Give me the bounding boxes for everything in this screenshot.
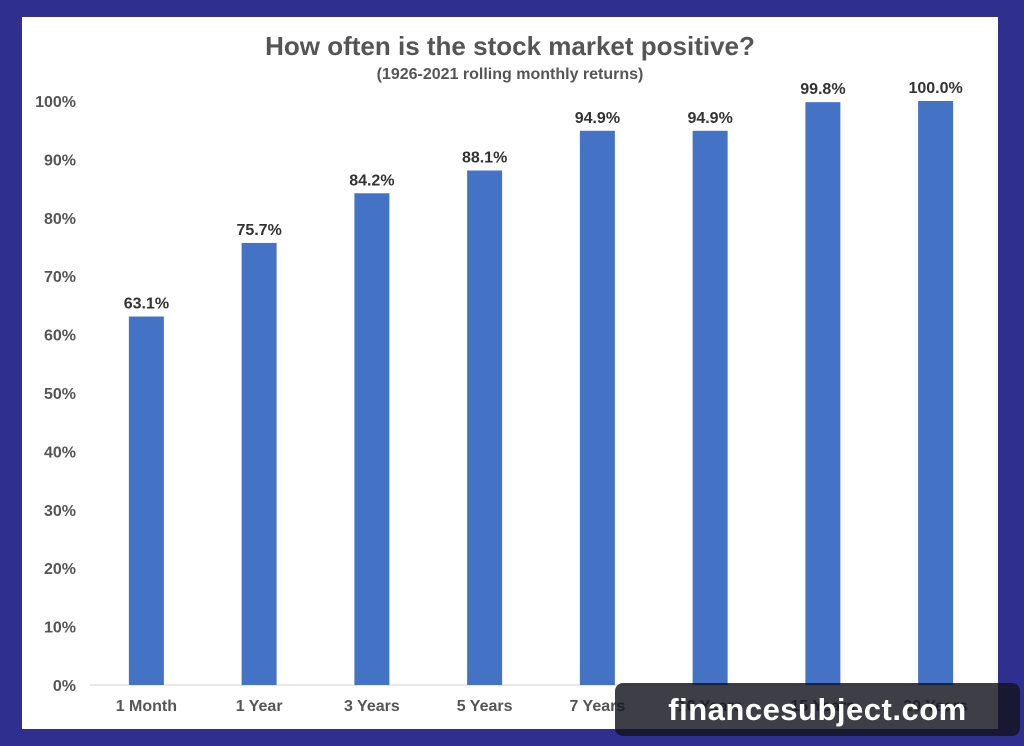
x-tick-label: 7 Years <box>569 698 625 715</box>
watermark-banner: financesubject.com <box>615 683 1020 736</box>
bars-group <box>128 101 954 686</box>
data-label: 99.8% <box>800 81 845 98</box>
y-tick-label: 30% <box>44 503 76 520</box>
data-label: 94.9% <box>687 110 732 127</box>
bar <box>918 101 954 685</box>
data-label: 75.7% <box>236 222 281 239</box>
data-label: 88.1% <box>462 149 507 166</box>
y-tick-label: 90% <box>44 152 76 169</box>
y-tick-label: 40% <box>44 444 76 461</box>
bar <box>241 242 277 686</box>
bar <box>805 102 841 686</box>
y-tick-label: 70% <box>44 269 76 286</box>
y-tick-label: 80% <box>44 211 76 228</box>
y-tick-label: 60% <box>44 328 76 345</box>
y-tick-label: 50% <box>44 386 76 403</box>
x-tick-label: 5 Years <box>457 698 513 715</box>
bar <box>128 316 164 685</box>
x-tick-label: 1 Year <box>236 698 283 715</box>
chart-panel: How often is the stock market positive? … <box>22 17 998 729</box>
data-label: 84.2% <box>349 172 394 189</box>
y-tick-label: 100% <box>35 94 76 111</box>
data-label: 63.1% <box>124 295 169 312</box>
y-tick-label: 10% <box>44 620 76 637</box>
bar <box>467 170 503 686</box>
x-tick-label: 3 Years <box>344 698 400 715</box>
y-tick-label: 0% <box>53 678 76 695</box>
y-axis: 0% 10% 20% 30% 40% 50% 60% 70% 80% 90% 100% <box>35 94 76 695</box>
y-tick-label: 20% <box>44 561 76 578</box>
chart-subtitle: (1926-2021 rolling monthly returns) <box>377 66 644 83</box>
data-label: 94.9% <box>575 110 620 127</box>
chart-title: How often is the stock market positive? <box>265 31 755 61</box>
bar-chart: How often is the stock market positive? … <box>35 31 992 715</box>
bar <box>354 193 390 685</box>
x-tick-label: 1 Month <box>116 698 177 715</box>
bar <box>579 130 615 685</box>
data-labels-group: 63.1% 75.7% 84.2% 88.1% 94.9% 94.9% 99.8% 100.0… <box>124 80 963 312</box>
data-label: 100.0% <box>908 80 962 97</box>
bar <box>692 130 728 685</box>
